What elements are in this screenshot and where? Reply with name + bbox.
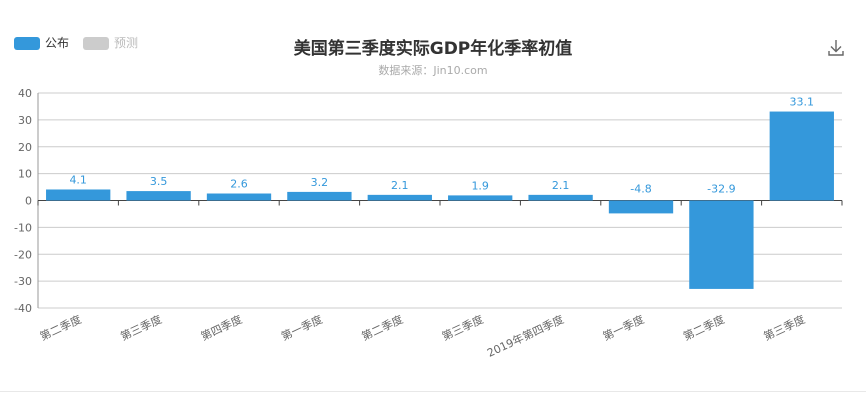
x-tick-label: 第二季度: [681, 312, 727, 343]
legend-swatch-forecast: [83, 36, 110, 50]
y-tick-label: 30: [18, 114, 32, 127]
chart-title: 美国第三季度实际GDP年化季率初值: [293, 39, 573, 59]
y-tick-label: 40: [18, 87, 32, 100]
legend-label-published: 公布: [45, 36, 70, 50]
bar: [367, 194, 432, 201]
data-label: -4.8: [630, 183, 651, 196]
legend-label-forecast: 预测: [114, 36, 139, 50]
x-tick-label: 第一季度: [600, 312, 646, 343]
download-icon[interactable]: [826, 38, 846, 58]
y-tick-label: -20: [14, 248, 32, 261]
data-label: 33.1: [790, 96, 815, 109]
chart-subtitle: 数据来源：Jin10.com: [378, 64, 488, 77]
data-label: -32.9: [707, 183, 735, 196]
x-tick-label: 2019年第四季度: [485, 312, 566, 360]
x-tick-label: 第一季度: [279, 312, 325, 343]
data-label: 2.1: [391, 179, 409, 192]
legend: 公布 预测: [14, 36, 138, 50]
bar: [287, 191, 352, 201]
y-tick-label: 20: [18, 141, 32, 154]
x-tick-label: 第三季度: [440, 312, 486, 343]
y-tick-label: -30: [14, 275, 32, 288]
x-tick-label: 第三季度: [761, 312, 807, 343]
data-label: 2.1: [552, 179, 570, 192]
legend-item-published[interactable]: 公布: [14, 36, 69, 50]
x-tick-label: 第三季度: [118, 312, 164, 343]
bottom-divider: [0, 391, 866, 392]
data-label: 3.5: [150, 175, 168, 188]
bar: [608, 200, 674, 214]
bar: [689, 200, 754, 289]
legend-item-forecast[interactable]: 预测: [83, 36, 138, 50]
y-tick-label: 10: [18, 168, 32, 181]
x-tick-label: 第二季度: [359, 312, 405, 343]
data-label: 4.1: [69, 173, 87, 186]
y-tick-label: 0: [25, 195, 32, 208]
bar: [46, 189, 111, 201]
bar: [126, 191, 191, 201]
y-tick-label: -10: [14, 221, 32, 234]
y-tick-label: -40: [14, 302, 32, 315]
bar: [206, 193, 272, 201]
bar: [528, 194, 593, 201]
legend-swatch-published: [14, 36, 40, 50]
x-tick-label: 第四季度: [198, 312, 244, 343]
data-label: 2.6: [230, 178, 248, 191]
data-label: 3.2: [311, 176, 329, 189]
data-label: 1.9: [471, 179, 489, 192]
bar: [769, 111, 834, 201]
x-tick-label: 第二季度: [38, 312, 84, 343]
bar: [448, 195, 513, 201]
